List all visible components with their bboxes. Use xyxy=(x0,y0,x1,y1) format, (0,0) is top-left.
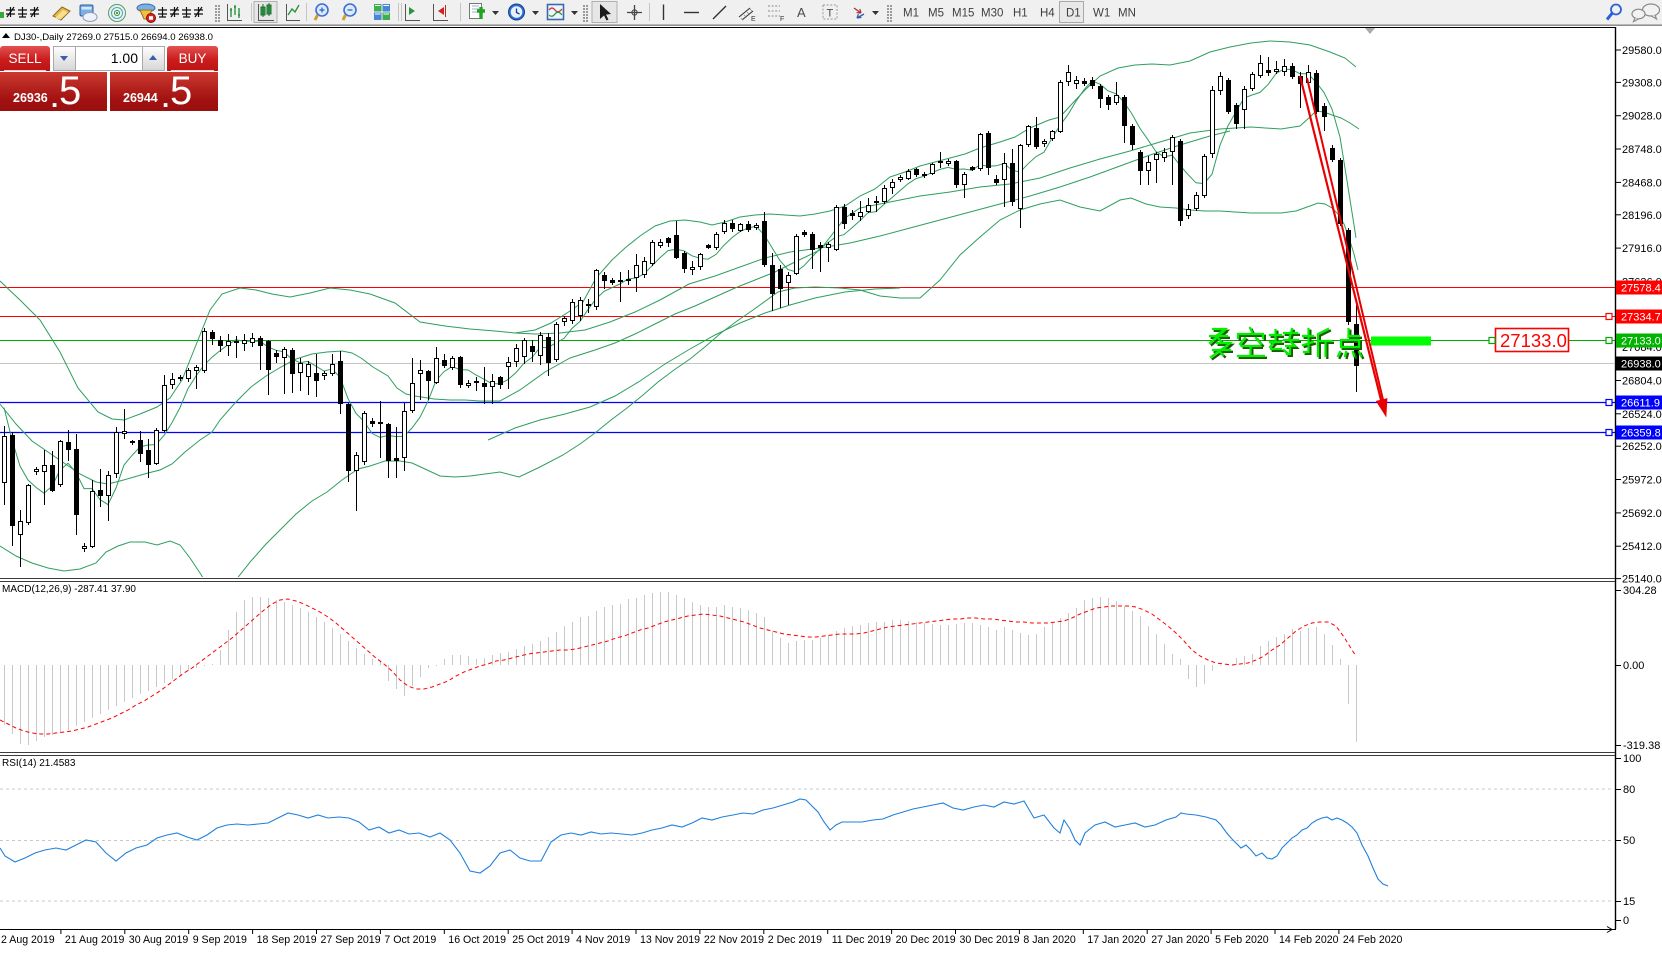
svg-text:5 Feb 2020: 5 Feb 2020 xyxy=(1215,934,1269,946)
svg-text:29028.0: 29028.0 xyxy=(1622,111,1662,123)
svg-text:25692.0: 25692.0 xyxy=(1622,508,1662,520)
svg-text:2 Dec 2019: 2 Dec 2019 xyxy=(768,934,822,946)
svg-text:50: 50 xyxy=(1623,835,1635,847)
svg-text:13 Nov 2019: 13 Nov 2019 xyxy=(640,934,700,946)
svg-text:26524.0: 26524.0 xyxy=(1622,409,1662,421)
svg-text:26611.9: 26611.9 xyxy=(1621,398,1660,410)
svg-text:0: 0 xyxy=(1623,915,1629,927)
svg-text:24 Feb 2020: 24 Feb 2020 xyxy=(1343,934,1403,946)
svg-text:29308.0: 29308.0 xyxy=(1622,77,1662,89)
svg-text:25140.0: 25140.0 xyxy=(1622,574,1662,586)
svg-text:DJ30-,Daily 27269.0 27515.0 2: DJ30-,Daily 27269.0 27515.0 26694.0 2693… xyxy=(14,32,213,43)
svg-text:100: 100 xyxy=(1623,753,1641,765)
svg-text:16 Oct 2019: 16 Oct 2019 xyxy=(448,934,506,946)
svg-text:A: A xyxy=(797,5,806,20)
svg-text:29580.0: 29580.0 xyxy=(1622,45,1662,57)
svg-text:27133.0: 27133.0 xyxy=(1500,330,1567,351)
svg-text:28468.0: 28468.0 xyxy=(1622,177,1662,189)
svg-text:80: 80 xyxy=(1623,784,1635,796)
svg-text:304.28: 304.28 xyxy=(1623,585,1657,597)
svg-text:18 Sep 2019: 18 Sep 2019 xyxy=(257,934,317,946)
svg-text:E: E xyxy=(751,16,756,23)
svg-text:4 Nov 2019: 4 Nov 2019 xyxy=(576,934,630,946)
svg-text:M5: M5 xyxy=(928,8,944,20)
svg-text:9 Sep 2019: 9 Sep 2019 xyxy=(193,934,247,946)
svg-text:26938.0: 26938.0 xyxy=(1621,359,1661,371)
svg-text:27133.0: 27133.0 xyxy=(1621,336,1661,348)
svg-text:M15: M15 xyxy=(952,8,974,20)
svg-text:25412.0: 25412.0 xyxy=(1622,541,1662,553)
svg-text:21 Aug 2019: 21 Aug 2019 xyxy=(65,934,125,946)
svg-text:H4: H4 xyxy=(1040,8,1055,20)
svg-text:M1: M1 xyxy=(903,8,919,20)
svg-text:D1: D1 xyxy=(1066,8,1081,20)
svg-text:0.00: 0.00 xyxy=(1623,660,1644,672)
svg-text:MACD(12,26,9) -287.41 37.90: MACD(12,26,9) -287.41 37.90 xyxy=(2,584,136,595)
svg-text:F: F xyxy=(780,16,784,23)
svg-text:27334.7: 27334.7 xyxy=(1621,312,1661,324)
svg-text:26359.8: 26359.8 xyxy=(1621,428,1661,440)
svg-text:MN: MN xyxy=(1118,8,1136,20)
svg-text:H1: H1 xyxy=(1013,8,1028,20)
svg-text:W1: W1 xyxy=(1093,8,1110,20)
svg-text:11 Dec 2019: 11 Dec 2019 xyxy=(832,934,891,946)
svg-text:20 Dec 2019: 20 Dec 2019 xyxy=(896,934,956,946)
svg-text:22 Nov 2019: 22 Nov 2019 xyxy=(704,934,764,946)
svg-text:30 Dec 2019: 30 Dec 2019 xyxy=(960,934,1020,946)
svg-text:28196.0: 28196.0 xyxy=(1622,210,1662,222)
svg-text:15: 15 xyxy=(1623,896,1635,908)
svg-text:8 Jan 2020: 8 Jan 2020 xyxy=(1023,934,1076,946)
svg-text:M30: M30 xyxy=(981,8,1003,20)
svg-text:17 Jan 2020: 17 Jan 2020 xyxy=(1087,934,1145,946)
svg-text:14 Feb 2020: 14 Feb 2020 xyxy=(1279,934,1339,946)
svg-text:25 Oct 2019: 25 Oct 2019 xyxy=(512,934,570,946)
svg-text:26804.0: 26804.0 xyxy=(1622,376,1662,388)
svg-text:27916.0: 27916.0 xyxy=(1622,243,1662,255)
svg-text:28748.0: 28748.0 xyxy=(1622,144,1662,156)
svg-text:-319.38: -319.38 xyxy=(1623,740,1660,752)
svg-text:27 Jan 2020: 27 Jan 2020 xyxy=(1151,934,1209,946)
svg-text:T: T xyxy=(827,8,834,20)
svg-text:2 Aug 2019: 2 Aug 2019 xyxy=(1,934,55,946)
svg-text:30 Aug 2019: 30 Aug 2019 xyxy=(129,934,189,946)
svg-text:RSI(14) 21.4583: RSI(14) 21.4583 xyxy=(2,758,76,769)
svg-text:27578.4: 27578.4 xyxy=(1621,283,1661,295)
svg-text:25972.0: 25972.0 xyxy=(1622,475,1662,487)
svg-text:27 Sep 2019: 27 Sep 2019 xyxy=(321,934,381,946)
svg-text:7 Oct 2019: 7 Oct 2019 xyxy=(384,934,436,946)
svg-text:26252.0: 26252.0 xyxy=(1622,441,1662,453)
